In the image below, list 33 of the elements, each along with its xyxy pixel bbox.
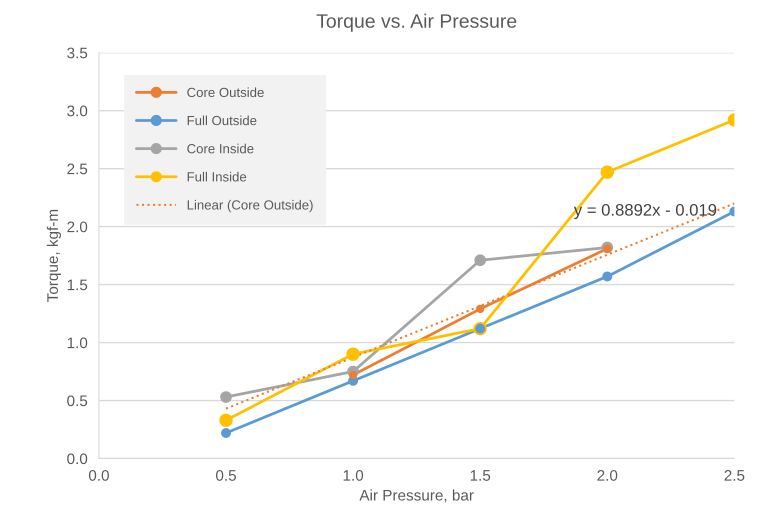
y-tick-label: 1.5 bbox=[68, 280, 88, 290]
y-tick-label: 2.5 bbox=[67, 164, 88, 174]
x-tick-label: 1.5 bbox=[470, 470, 490, 481]
point bbox=[603, 244, 612, 253]
point bbox=[346, 347, 360, 361]
chart-title: Torque vs. Air Pressure bbox=[316, 14, 516, 32]
legend-label: Linear (Core Outside) bbox=[188, 200, 313, 212]
y-tick-label: 1.0 bbox=[68, 337, 88, 348]
y-tick-label: 0.5 bbox=[67, 395, 88, 406]
x-tick-label: 2.0 bbox=[597, 470, 618, 481]
legend-label: Full Inside bbox=[188, 172, 246, 182]
x-tick-label: 0.0 bbox=[88, 470, 109, 481]
legend-label: Core Inside bbox=[187, 144, 254, 154]
point bbox=[474, 254, 486, 266]
x-tick-label: 0.5 bbox=[216, 470, 236, 481]
y-tick-label: 3.5 bbox=[67, 48, 88, 58]
point bbox=[221, 428, 232, 438]
point bbox=[220, 391, 232, 403]
legend-label: Core Outside bbox=[187, 87, 264, 98]
x-tick-label: 1.0 bbox=[344, 470, 364, 481]
y-tick-label: 3.0 bbox=[67, 106, 88, 116]
point bbox=[219, 414, 233, 427]
point bbox=[476, 304, 484, 314]
point bbox=[602, 271, 612, 282]
annotation: y = 0.8892x - 0.019 bbox=[574, 204, 716, 220]
x-tick-label: 2.5 bbox=[724, 470, 744, 481]
legend-label: Full Outside bbox=[188, 116, 256, 126]
x-axis-title: Air Pressure, bar bbox=[359, 489, 474, 502]
y-axis-title: Torque, kgf-m bbox=[46, 210, 62, 302]
y-tick-label: 0.0 bbox=[67, 453, 88, 464]
y-tick-label: 2.0 bbox=[67, 221, 88, 232]
point bbox=[600, 165, 614, 179]
point bbox=[348, 370, 358, 380]
